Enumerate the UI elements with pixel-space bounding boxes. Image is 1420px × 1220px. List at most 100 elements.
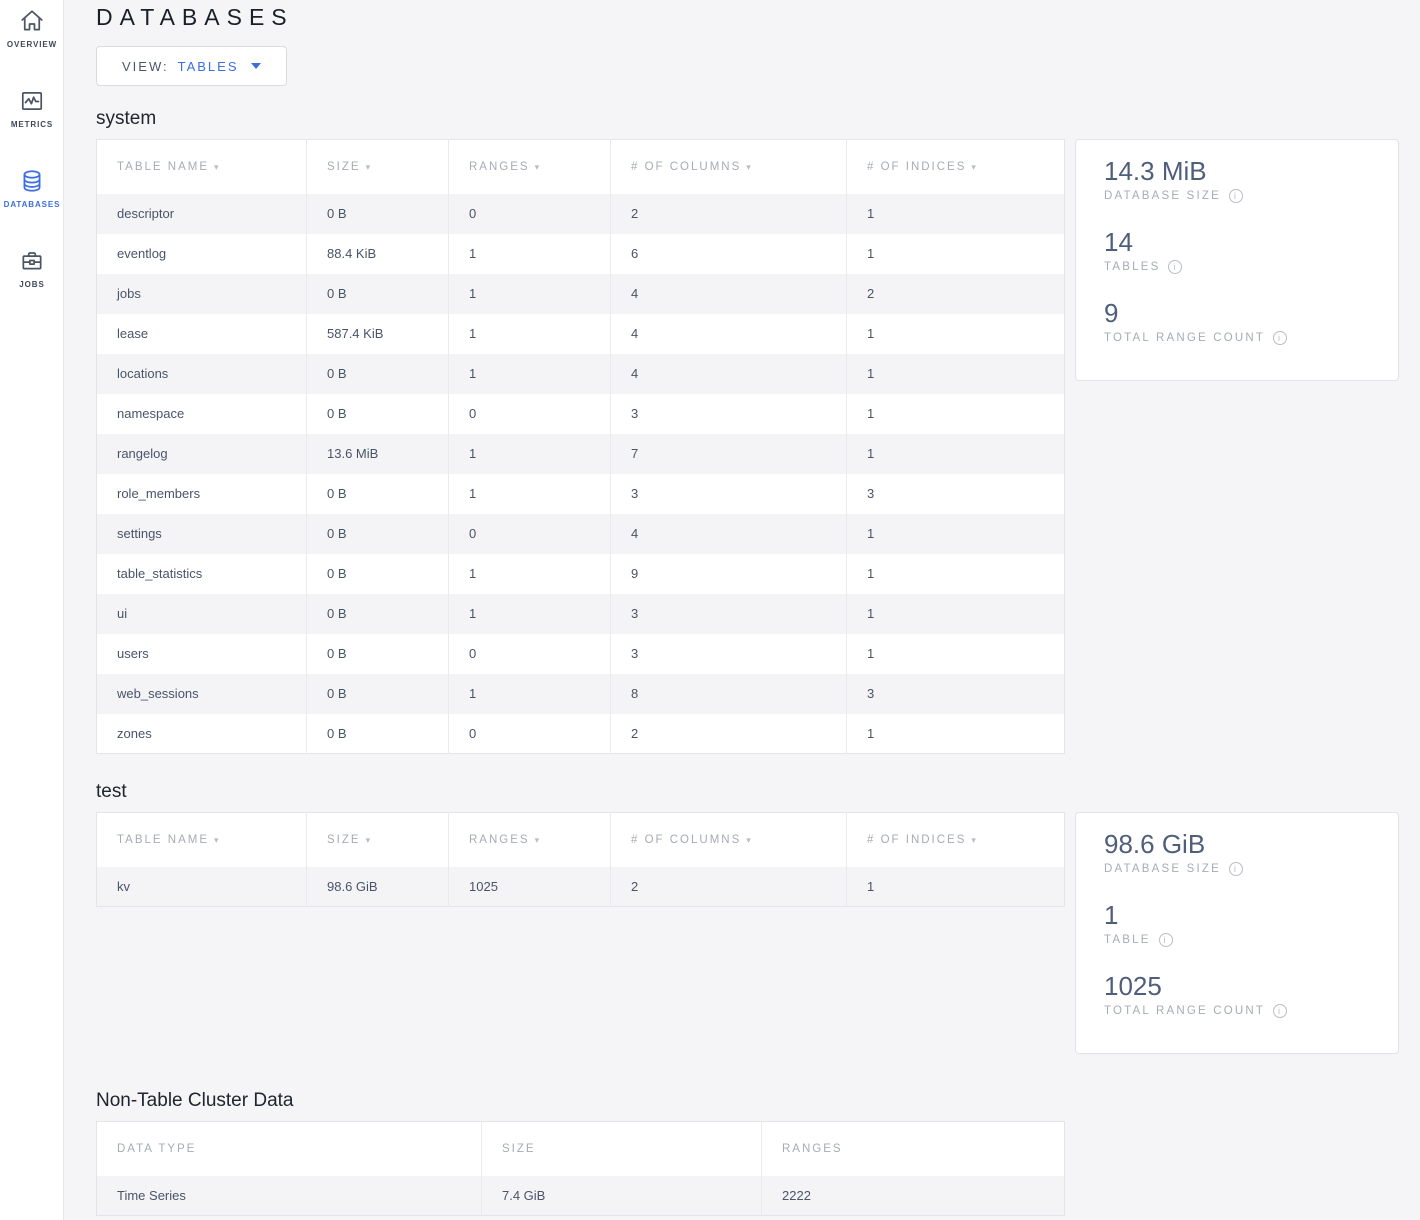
column-header-indices[interactable]: # OF INDICES ▾ (846, 139, 1065, 194)
table-link[interactable]: role_members (96, 473, 307, 514)
data-type-cell: Time Series (96, 1175, 482, 1216)
size-cell: 0 B (306, 273, 449, 314)
table-row: locations 0 B 1 4 1 (96, 353, 1065, 394)
column-header-ranges[interactable]: RANGES ▾ (448, 812, 611, 867)
size-cell: 0 B (306, 353, 449, 394)
indices-cell: 1 (846, 633, 1065, 674)
sort-arrow-icon: ▾ (971, 834, 978, 845)
info-icon[interactable] (1168, 260, 1183, 274)
ranges-cell: 0 (448, 393, 611, 434)
column-header-table-name[interactable]: TABLE NAME ▾ (96, 139, 307, 194)
indices-cell: 1 (846, 553, 1065, 594)
info-icon[interactable] (1273, 331, 1288, 345)
column-header-table-name[interactable]: TABLE NAME ▾ (96, 812, 307, 867)
metrics-chart-icon (0, 88, 64, 116)
indices-cell: 3 (846, 473, 1065, 514)
view-selector-dropdown[interactable]: VIEW: TABLES (96, 46, 287, 86)
range-count-label: TOTAL RANGE COUNT (1104, 332, 1266, 344)
size-cell: 98.6 GiB (306, 866, 449, 907)
indices-cell: 1 (846, 193, 1065, 234)
column-header-indices[interactable]: # OF INDICES ▾ (846, 812, 1065, 867)
indices-cell: 1 (846, 393, 1065, 434)
table-row: users 0 B 0 3 1 (96, 633, 1065, 674)
table-row: eventlog 88.4 KiB 1 6 1 (96, 233, 1065, 274)
size-cell: 0 B (306, 393, 449, 434)
size-cell: 0 B (306, 513, 449, 554)
sort-arrow-icon: ▾ (971, 161, 978, 172)
column-header-ranges[interactable]: RANGES ▾ (448, 139, 611, 194)
indices-cell: 1 (846, 433, 1065, 474)
info-icon[interactable] (1158, 933, 1173, 947)
ranges-cell: 1 (448, 473, 611, 514)
columns-cell: 6 (610, 233, 847, 274)
column-header-size[interactable]: SIZE ▾ (306, 139, 449, 194)
table-row: descriptor 0 B 0 2 1 (96, 193, 1065, 234)
columns-cell: 4 (610, 353, 847, 394)
non-table-heading: Non-Table Cluster Data (96, 1090, 294, 1111)
indices-cell: 2 (846, 273, 1065, 314)
table-link[interactable]: settings (96, 513, 307, 554)
ranges-cell: 0 (448, 513, 611, 554)
indices-cell: 1 (846, 313, 1065, 354)
sort-arrow-icon: ▾ (365, 161, 373, 172)
sort-arrow-icon: ▾ (534, 161, 542, 172)
indices-cell: 3 (846, 673, 1065, 714)
columns-cell: 4 (610, 273, 847, 314)
sidebar-item-databases[interactable]: DATABASES (0, 160, 64, 240)
size-cell: 0 B (306, 593, 449, 634)
info-icon[interactable] (1229, 189, 1244, 203)
indices-cell: 1 (846, 353, 1065, 394)
system-tables-table: TABLE NAME ▾ SIZE ▾ RANGES ▾ # OF COLUMNS ▾ … (96, 139, 1065, 754)
columns-cell: 4 (610, 313, 847, 354)
table-link[interactable]: locations (96, 353, 307, 394)
sort-arrow-icon: ▾ (746, 161, 753, 172)
ranges-cell: 1025 (448, 866, 611, 907)
table-link[interactable]: table_statistics (96, 553, 307, 594)
database-summary-card: 14.3 MiB DATABASE SIZE 14 TABLES 9 TOTAL… (1075, 139, 1399, 381)
ranges-cell: 1 (448, 313, 611, 354)
sidebar-item-jobs[interactable]: JOBS (0, 240, 64, 320)
column-header-ranges: RANGES (761, 1121, 1065, 1176)
size-cell: 587.4 KiB (306, 313, 449, 354)
table-link[interactable]: web_sessions (96, 673, 307, 714)
main-content: DATABASES VIEW: TABLES system TABLE NAME… (64, 0, 1420, 1216)
size-cell: 0 B (306, 553, 449, 594)
table-row: settings 0 B 0 4 1 (96, 513, 1065, 554)
table-row: Time Series 7.4 GiB 2222 (96, 1175, 1065, 1216)
info-icon[interactable] (1229, 862, 1244, 876)
view-selector-prefix: VIEW: (122, 58, 169, 74)
database-name-heading: test (96, 781, 127, 802)
table-row: web_sessions 0 B 1 8 3 (96, 673, 1065, 714)
sidebar-item-metrics[interactable]: METRICS (0, 80, 64, 160)
size-cell: 0 B (306, 193, 449, 234)
ranges-cell: 1 (448, 553, 611, 594)
columns-cell: 4 (610, 513, 847, 554)
table-link[interactable]: descriptor (96, 193, 307, 234)
column-header-columns[interactable]: # OF COLUMNS ▾ (610, 812, 847, 867)
table-link[interactable]: kv (96, 866, 307, 907)
table-link[interactable]: ui (96, 593, 307, 634)
table-link[interactable]: zones (96, 713, 307, 754)
table-link[interactable]: namespace (96, 393, 307, 434)
view-selector-value: TABLES (177, 58, 239, 74)
home-icon (0, 8, 64, 36)
sidebar-item-label: METRICS (10, 120, 54, 129)
table-link[interactable]: users (96, 633, 307, 674)
table-link[interactable]: lease (96, 313, 307, 354)
info-icon[interactable] (1273, 1004, 1288, 1018)
indices-cell: 1 (846, 593, 1065, 634)
table-link[interactable]: eventlog (96, 233, 307, 274)
column-header-size[interactable]: SIZE ▾ (306, 812, 449, 867)
column-header-columns[interactable]: # OF COLUMNS ▾ (610, 139, 847, 194)
table-link[interactable]: jobs (96, 273, 307, 314)
table-link[interactable]: rangelog (96, 433, 307, 474)
columns-cell: 2 (610, 713, 847, 754)
database-icon (0, 168, 64, 196)
table-row: kv 98.6 GiB 1025 2 1 (96, 866, 1065, 907)
sidebar-item-label: DATABASES (3, 200, 61, 209)
table-row: namespace 0 B 0 3 1 (96, 393, 1065, 434)
non-table-cluster-data-table: DATA TYPE SIZE RANGES Time Series 7.4 Gi… (96, 1121, 1065, 1216)
table-row: zones 0 B 0 2 1 (96, 713, 1065, 754)
test-tables-table: TABLE NAME ▾ SIZE ▾ RANGES ▾ # OF COLUMNS ▾ … (96, 812, 1065, 907)
sidebar-item-overview[interactable]: OVERVIEW (0, 0, 64, 80)
